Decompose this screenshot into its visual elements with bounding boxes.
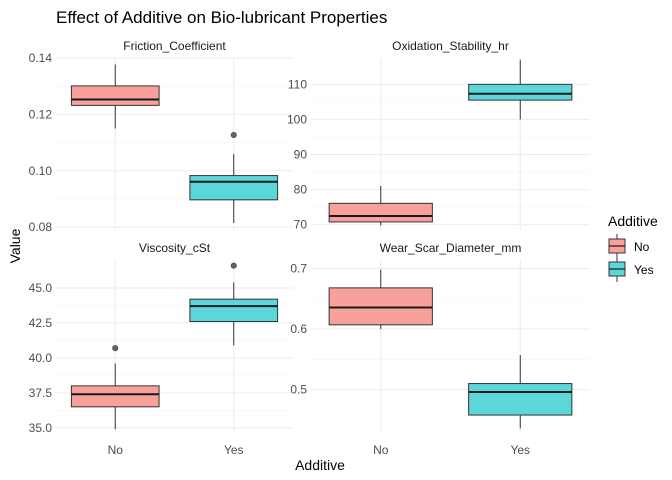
- legend: Additive No Yes: [608, 213, 658, 282]
- outlier-point: [230, 262, 237, 269]
- legend-label: No: [634, 240, 650, 254]
- y-tick-label: 0.6: [290, 322, 307, 336]
- panel-friction-coefficient: Friction_Coefficient 0.08 0.10 0.12 0.14: [29, 39, 293, 234]
- x-tick-label: No: [108, 443, 124, 457]
- box-body: [70, 385, 160, 408]
- y-tick-label: 0.10: [29, 164, 53, 178]
- box-yes: [468, 59, 573, 120]
- box-yes: [189, 262, 279, 346]
- panel-strip-label: Wear_Scar_Diameter_mm: [380, 241, 522, 255]
- y-tick-label: 0.5: [290, 383, 307, 397]
- box-body: [189, 298, 279, 323]
- outlier-point: [230, 131, 237, 138]
- y-tick-label: 0.14: [29, 51, 53, 65]
- x-tick-label: No: [373, 443, 389, 457]
- y-tick-label: 45.0: [29, 281, 53, 295]
- panel-wear-scar-diameter-mm: Wear_Scar_Diameter_mm 0.5 0.6 0.7 No Yes: [290, 241, 590, 457]
- panel-strip-label: Viscosity_cSt: [139, 241, 211, 255]
- x-tick-label: Yes: [224, 443, 244, 457]
- panel-strip-label: Oxidation_Stability_hr: [392, 39, 509, 53]
- box-no: [70, 64, 160, 129]
- y-tick-label: 0.7: [290, 261, 307, 275]
- box-body: [468, 83, 573, 101]
- y-tick-label: 110: [288, 77, 307, 91]
- y-tick-label: 40.0: [29, 351, 53, 365]
- chart-title: Effect of Additive on Bio-lubricant Prop…: [56, 8, 387, 27]
- y-tick-label: 70: [294, 218, 308, 232]
- box-body: [468, 383, 573, 416]
- y-tick-label: 90: [294, 148, 308, 162]
- panel-viscosity-cst: Viscosity_cSt 35.0 37.5 40.0 42.5 45.0 No Yes: [29, 241, 293, 457]
- box-no: [328, 269, 433, 330]
- box-yes: [468, 355, 573, 429]
- legend-label: Yes: [634, 263, 654, 277]
- box-body: [328, 202, 433, 223]
- y-tick-label: 0.12: [29, 107, 53, 121]
- facet-panels: Friction_Coefficient 0.08 0.10 0.12 0.14 Oxid…: [29, 39, 590, 457]
- y-tick-label: 42.5: [29, 316, 53, 330]
- x-tick-label: Yes: [510, 443, 530, 457]
- box-yes: [189, 131, 279, 223]
- box-body: [328, 287, 433, 326]
- box-body: [70, 85, 160, 106]
- x-axis-title: Additive: [295, 457, 345, 473]
- y-tick-label: 35.0: [29, 421, 53, 435]
- panel-oxidation-stability-hr: Oxidation_Stability_hr 70 80 90 100 110: [287, 39, 590, 232]
- outlier-point: [112, 345, 119, 352]
- box-no: [70, 345, 160, 430]
- y-tick-label: 100: [287, 112, 307, 126]
- y-tick-label: 80: [294, 183, 308, 197]
- panel-strip-label: Friction_Coefficient: [123, 39, 226, 53]
- y-tick-label: 37.5: [29, 386, 53, 400]
- box-body: [189, 175, 279, 201]
- y-tick-label: 0.08: [29, 220, 53, 234]
- box-no: [328, 186, 433, 226]
- legend-title: Additive: [608, 213, 658, 229]
- y-axis-title: Value: [7, 228, 23, 263]
